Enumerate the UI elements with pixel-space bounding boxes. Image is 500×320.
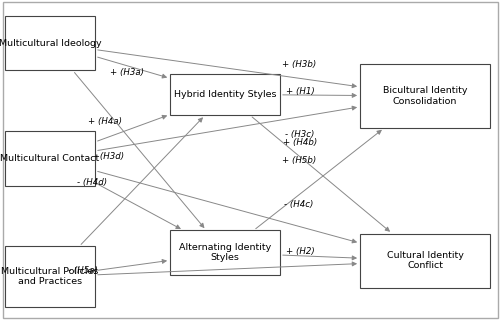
- Text: Alternating Identity
Styles: Alternating Identity Styles: [179, 243, 271, 262]
- Text: - (H5a): - (H5a): [68, 266, 98, 275]
- FancyBboxPatch shape: [5, 16, 95, 70]
- Text: - (H4c): - (H4c): [284, 200, 314, 209]
- Text: Hybrid Identity Styles: Hybrid Identity Styles: [174, 90, 276, 99]
- Text: Bicultural Identity
Consolidation: Bicultural Identity Consolidation: [383, 86, 467, 106]
- Text: + (H3a): + (H3a): [110, 68, 144, 76]
- FancyBboxPatch shape: [5, 131, 95, 186]
- Text: + (H3b): + (H3b): [282, 60, 316, 68]
- Text: + (H5b): + (H5b): [282, 156, 316, 164]
- FancyBboxPatch shape: [170, 74, 280, 115]
- FancyBboxPatch shape: [170, 230, 280, 275]
- FancyBboxPatch shape: [360, 64, 490, 128]
- Text: - (H3c): - (H3c): [286, 130, 314, 139]
- Text: + (H1): + (H1): [286, 87, 314, 96]
- Text: Multicultural Contact: Multicultural Contact: [0, 154, 100, 163]
- Text: + (H4a): + (H4a): [88, 117, 122, 126]
- Text: - (H3d): - (H3d): [94, 152, 124, 161]
- Text: Multicultural Ideology: Multicultural Ideology: [0, 39, 102, 48]
- Text: - (H4d): - (H4d): [78, 178, 108, 187]
- Text: Cultural Identity
Conflict: Cultural Identity Conflict: [386, 251, 464, 270]
- Text: + (H4b): + (H4b): [283, 138, 317, 147]
- FancyBboxPatch shape: [5, 246, 95, 307]
- FancyBboxPatch shape: [360, 234, 490, 288]
- Text: Multicultural Policies
and Practices: Multicultural Policies and Practices: [2, 267, 98, 286]
- Text: + (H2): + (H2): [286, 247, 314, 256]
